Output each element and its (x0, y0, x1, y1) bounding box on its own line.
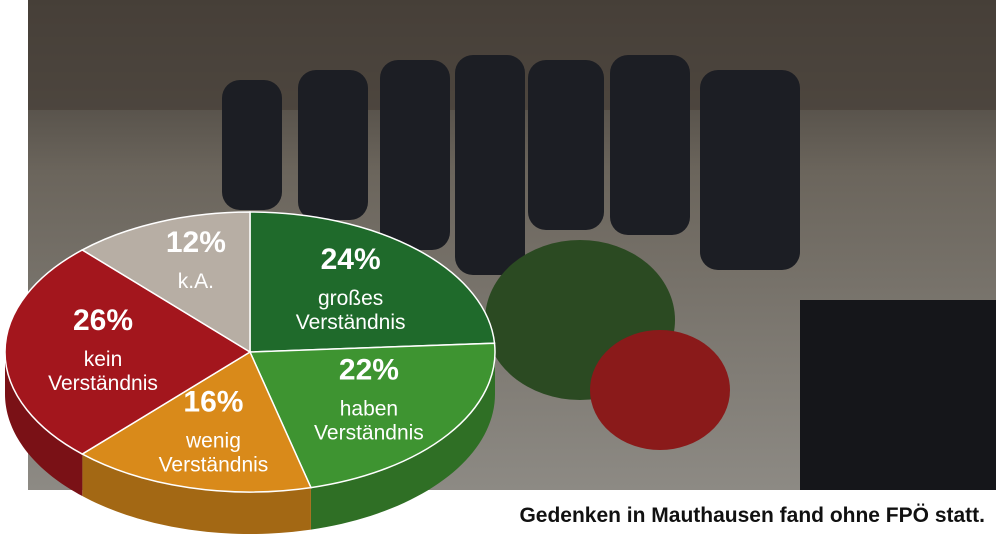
slice (4, 249, 252, 455)
slice-side (310, 352, 495, 530)
value-label: 24% (321, 243, 381, 276)
slice (80, 350, 313, 493)
category-line: großes (318, 287, 383, 310)
category-line: Verständnis (159, 453, 269, 476)
slice-side (5, 352, 83, 497)
category-label: großes Verständnis (296, 287, 406, 334)
category-line: kein (84, 348, 123, 371)
category-line: haben (340, 397, 398, 420)
slice (248, 342, 496, 489)
category-line: k.A. (178, 270, 214, 293)
category-label: wenig Verständnis (159, 429, 269, 476)
value-label: 16% (183, 385, 243, 418)
category-line: Verständnis (314, 421, 424, 444)
value-label: 26% (73, 304, 133, 337)
photo (28, 0, 996, 490)
slice (249, 211, 496, 353)
category-label: haben Verständnis (314, 397, 424, 444)
caption: Gedenken in Mauthausen fand ohne FPÖ sta… (519, 504, 985, 527)
slice-side (82, 454, 311, 534)
category-line: Verständnis (296, 311, 406, 334)
value-label: 22% (339, 353, 399, 386)
value-label: 12% (166, 226, 226, 259)
category-line: wenig (185, 429, 241, 452)
category-line: Verständnis (48, 372, 158, 395)
slice (80, 211, 251, 354)
category-label: kein Verständnis (48, 348, 158, 395)
category-label: k.A. (178, 270, 214, 293)
